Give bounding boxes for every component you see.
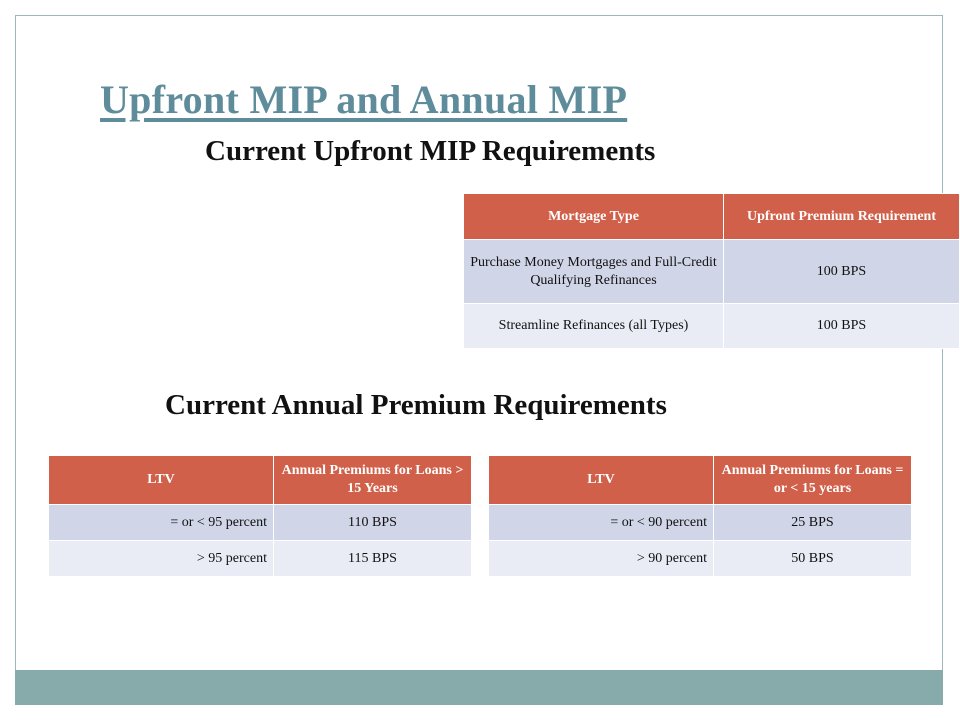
table-cell: Streamline Refinances (all Types): [463, 303, 724, 349]
column-header: Annual Premiums for Loans = or < 15 year…: [713, 455, 912, 505]
table-row: = or < 90 percent 25 BPS: [488, 504, 912, 541]
column-header: Upfront Premium Requirement: [723, 193, 960, 240]
table-cell: Purchase Money Mortgages and Full-Credit…: [463, 239, 724, 304]
column-header: LTV: [48, 455, 274, 505]
annual-table-over-15-years: LTV Annual Premiums for Loans > 15 Years…: [48, 455, 472, 577]
table-header-row: LTV Annual Premiums for Loans = or < 15 …: [488, 455, 912, 505]
table-cell: = or < 90 percent: [488, 504, 714, 541]
column-header: LTV: [488, 455, 714, 505]
table-cell: 25 BPS: [713, 504, 912, 541]
table-row: > 90 percent 50 BPS: [488, 540, 912, 577]
table-row: Streamline Refinances (all Types) 100 BP…: [463, 303, 960, 349]
annual-table-15-years-or-less: LTV Annual Premiums for Loans = or < 15 …: [488, 455, 912, 577]
table-cell: > 90 percent: [488, 540, 714, 577]
table-cell: = or < 95 percent: [48, 504, 274, 541]
table-header-row: LTV Annual Premiums for Loans > 15 Years: [48, 455, 472, 505]
table-cell: > 95 percent: [48, 540, 274, 577]
upfront-heading: Current Upfront MIP Requirements: [205, 135, 656, 167]
table-header-row: Mortgage Type Upfront Premium Requiremen…: [463, 193, 960, 240]
footer-bar: [15, 670, 943, 705]
slide-title: Upfront MIP and Annual MIP: [100, 77, 628, 122]
table-row: > 95 percent 115 BPS: [48, 540, 472, 577]
column-header: Annual Premiums for Loans > 15 Years: [273, 455, 472, 505]
upfront-table: Mortgage Type Upfront Premium Requiremen…: [463, 193, 960, 349]
table-cell: 50 BPS: [713, 540, 912, 577]
table-cell: 100 BPS: [723, 303, 960, 349]
table-cell: 110 BPS: [273, 504, 472, 541]
table-row: Purchase Money Mortgages and Full-Credit…: [463, 239, 960, 304]
table-cell: 100 BPS: [723, 239, 960, 304]
table-row: = or < 95 percent 110 BPS: [48, 504, 472, 541]
column-header: Mortgage Type: [463, 193, 724, 240]
table-cell: 115 BPS: [273, 540, 472, 577]
annual-heading: Current Annual Premium Requirements: [165, 389, 667, 421]
